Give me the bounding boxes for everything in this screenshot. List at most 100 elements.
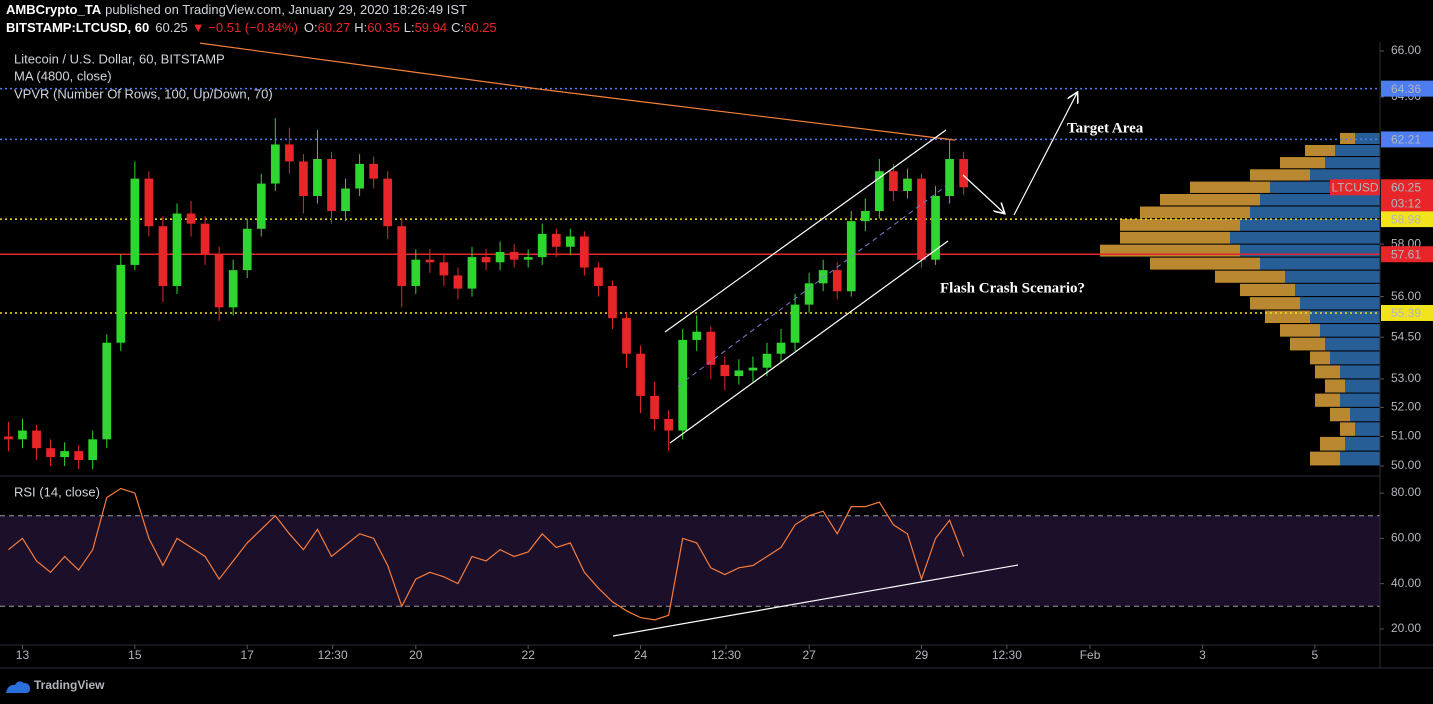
vpvr-down	[1150, 257, 1260, 270]
vpvr-down	[1190, 181, 1270, 193]
vpvr-down	[1240, 283, 1295, 297]
y-tick-label: 60.00	[1391, 531, 1421, 545]
vpvr-up	[1295, 283, 1380, 297]
axes: 66.0064.0058.0056.0054.5053.0052.0051.00…	[16, 43, 1433, 662]
candle-body	[130, 178, 140, 265]
vpvr-up	[1350, 407, 1380, 422]
vpvr-down	[1330, 407, 1350, 422]
l-label: L:	[404, 20, 415, 35]
level-label: 58.98	[1391, 212, 1421, 226]
rsi-band	[0, 515, 1380, 607]
x-tick-label: 20	[409, 648, 423, 662]
y-tick-label: 52.00	[1391, 400, 1421, 414]
vpvr-down	[1340, 422, 1355, 436]
c-label: C:	[451, 20, 464, 35]
candle-body	[341, 188, 350, 212]
candle-body	[523, 257, 533, 260]
level-label-box	[1381, 211, 1433, 228]
candle-body	[439, 262, 449, 276]
vpvr-up	[1340, 451, 1380, 466]
candle-body	[917, 178, 926, 260]
vpvr-down	[1140, 206, 1250, 219]
x-tick-label: 27	[802, 648, 816, 662]
level-label: 57.61	[1391, 247, 1421, 261]
y-tick-label: 51.00	[1391, 429, 1421, 443]
candle-body	[369, 163, 379, 179]
vpvr-down	[1310, 351, 1330, 365]
vpvr-down	[1340, 132, 1355, 144]
candle-body	[60, 451, 69, 458]
x-tick-label: 12:30	[318, 648, 348, 662]
candle-body	[425, 259, 435, 263]
published: published on TradingView.com, January 29…	[105, 2, 467, 17]
candle-body	[734, 370, 744, 377]
vpvr-down	[1215, 270, 1285, 283]
candle-body	[608, 285, 617, 319]
vpvr-up	[1250, 206, 1380, 219]
candle-body	[875, 171, 884, 212]
brand: TradingView	[34, 678, 105, 692]
y-tick-label: 50.00	[1391, 458, 1421, 472]
vpvr-up	[1325, 337, 1380, 351]
channel-lower	[669, 240, 949, 444]
candle-body	[832, 270, 842, 292]
vpvr-down	[1250, 169, 1310, 181]
channel-middle	[677, 185, 947, 387]
candle-body	[467, 257, 477, 289]
candle-body	[327, 159, 336, 212]
candle-body	[622, 318, 631, 354]
candle-body	[537, 233, 547, 258]
vpvr-up	[1330, 351, 1380, 365]
candle-body	[565, 236, 575, 247]
y-tick-label: 54.50	[1391, 329, 1421, 343]
x-tick-label: 24	[634, 648, 648, 662]
candle-body	[636, 353, 645, 396]
vpvr-up	[1345, 379, 1380, 393]
candle-body	[818, 270, 828, 284]
candle-body	[580, 236, 589, 268]
last-price-name: LTCUSD	[1331, 180, 1378, 194]
o-value: 60.27	[318, 20, 351, 35]
candle-body	[116, 264, 126, 343]
vpvr-down	[1310, 451, 1340, 466]
x-tick-label: 13	[16, 648, 30, 662]
candle-body	[762, 353, 772, 368]
candle-body	[678, 339, 688, 431]
y-tick-label: 80.00	[1391, 485, 1421, 499]
vpvr-down	[1325, 379, 1345, 393]
vpvr-down	[1315, 393, 1340, 407]
legend-entry: MA (4800, close)	[14, 68, 112, 83]
footer: TradingView	[6, 678, 105, 693]
candle-body	[144, 178, 154, 227]
vpvr-down	[1280, 157, 1325, 169]
x-tick-label: 15	[128, 648, 142, 662]
l-value: 59.94	[415, 20, 448, 35]
vpvr-up	[1240, 244, 1380, 257]
level-label: 62.21	[1391, 133, 1421, 147]
candle-body	[383, 178, 393, 227]
vpvr-up	[1355, 132, 1380, 144]
vpvr-up	[1260, 194, 1380, 206]
candle-body	[242, 228, 252, 271]
candle-body	[200, 223, 210, 255]
candle-body	[551, 233, 561, 247]
candle-body	[299, 161, 308, 196]
candle-body	[453, 275, 463, 289]
vpvr-down	[1100, 244, 1240, 257]
y-tick-label: 66.00	[1391, 43, 1421, 57]
candle-body	[102, 342, 112, 440]
vpvr-up	[1260, 257, 1380, 270]
level-label: 55.39	[1391, 306, 1421, 320]
vpvr-up	[1270, 181, 1380, 193]
vpvr-up	[1345, 436, 1380, 451]
vpvr-down	[1120, 219, 1240, 231]
h-label: H:	[354, 20, 367, 35]
last: 60.25	[155, 20, 188, 35]
level-label: 64.36	[1391, 82, 1421, 96]
candle-body	[158, 226, 168, 286]
x-tick-label: 12:30	[992, 648, 1022, 662]
candle-body	[397, 226, 407, 286]
candle-body	[481, 257, 491, 263]
symbol: BITSTAMP:LTCUSD, 60	[6, 20, 149, 35]
